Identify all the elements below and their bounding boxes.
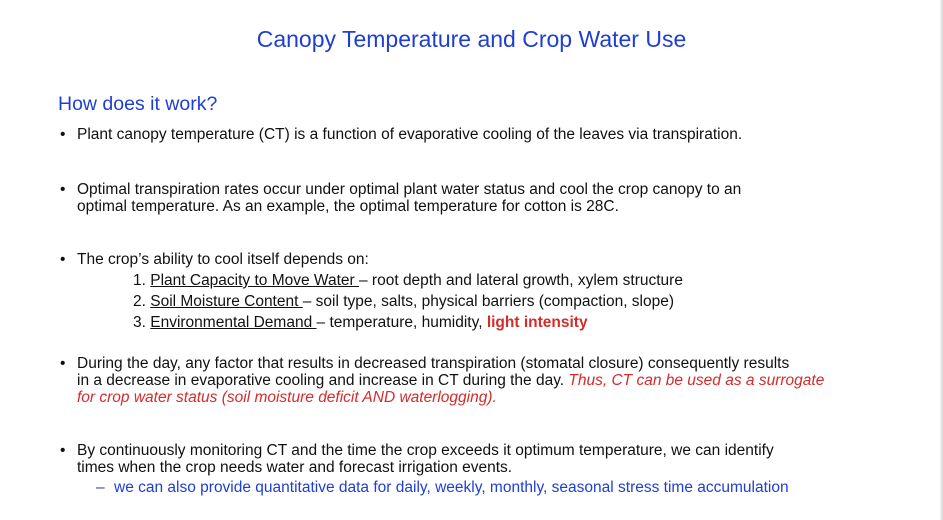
bullet-dot: • — [60, 355, 66, 372]
bullet-dot: • — [60, 251, 66, 268]
bullet-line: in a decrease in evaporative cooling and… — [77, 372, 930, 389]
bullet-emphasis: for crop water status (soil moisture def… — [77, 389, 497, 406]
factor-label: Environmental Demand — [150, 314, 317, 331]
sub-point-text: we can also provide quantitative data fo… — [114, 479, 789, 496]
bullet-text: The crop’s ability to cool itself depend… — [77, 251, 930, 268]
factor-description: – soil type, salts, physical barriers (c… — [302, 293, 675, 310]
factor-item: 1. Plant Capacity to Move Water – root d… — [133, 272, 683, 289]
factor-description: – root depth and lateral growth, xylem s… — [359, 272, 683, 289]
slide-edge-shadow — [940, 0, 943, 520]
section-heading: How does it work? — [58, 93, 218, 115]
slide-title: Canopy Temperature and Crop Water Use — [256, 26, 687, 52]
bullet-line: Plant canopy temperature (CT) is a funct… — [77, 126, 743, 143]
bullet-text: Optimal transpiration rates occur under … — [77, 181, 930, 215]
factor-item: 3. Environmental Demand – temperature, h… — [133, 314, 588, 331]
factor-item: 2. Soil Moisture Content – soil type, sa… — [133, 293, 674, 310]
factor-number: 3. — [133, 314, 151, 331]
bullet-line: During the day, any factor that results … — [77, 355, 790, 372]
bullet-line: optimal temperature. As an example, the … — [77, 198, 619, 215]
bullet-line: times when the crop needs water and fore… — [77, 459, 513, 476]
factor-description: – temperature, humidity, — [316, 314, 487, 331]
bullet-dot: • — [60, 126, 66, 143]
factor-label: Soil Moisture Content — [150, 293, 303, 310]
bullet-emphasis: Thus, CT can be used as a surrogate — [568, 372, 825, 389]
factor-number: 1. — [133, 272, 151, 289]
bullet-dot: • — [60, 442, 66, 459]
sub-point-dash: – — [96, 479, 105, 496]
sub-point: – we can also provide quantitative data f… — [96, 479, 789, 496]
bullet-line: The crop’s ability to cool itself depend… — [77, 251, 369, 268]
bullet-text: Plant canopy temperature (CT) is a funct… — [77, 126, 930, 143]
bullet-line: Optimal transpiration rates occur under … — [77, 181, 742, 198]
factor-number: 2. — [133, 293, 151, 310]
bullet-line-plain: in a decrease in evaporative cooling and… — [77, 372, 569, 389]
bullet-line: By continuously monitoring CT and the ti… — [77, 442, 774, 459]
factor-label: Plant Capacity to Move Water — [150, 272, 359, 289]
bullet-text: During the day, any factor that results … — [77, 355, 930, 406]
bullet-text: By continuously monitoring CT and the ti… — [77, 442, 930, 476]
bullet-dot: • — [60, 181, 66, 198]
factor-highlight: light intensity — [486, 314, 588, 331]
